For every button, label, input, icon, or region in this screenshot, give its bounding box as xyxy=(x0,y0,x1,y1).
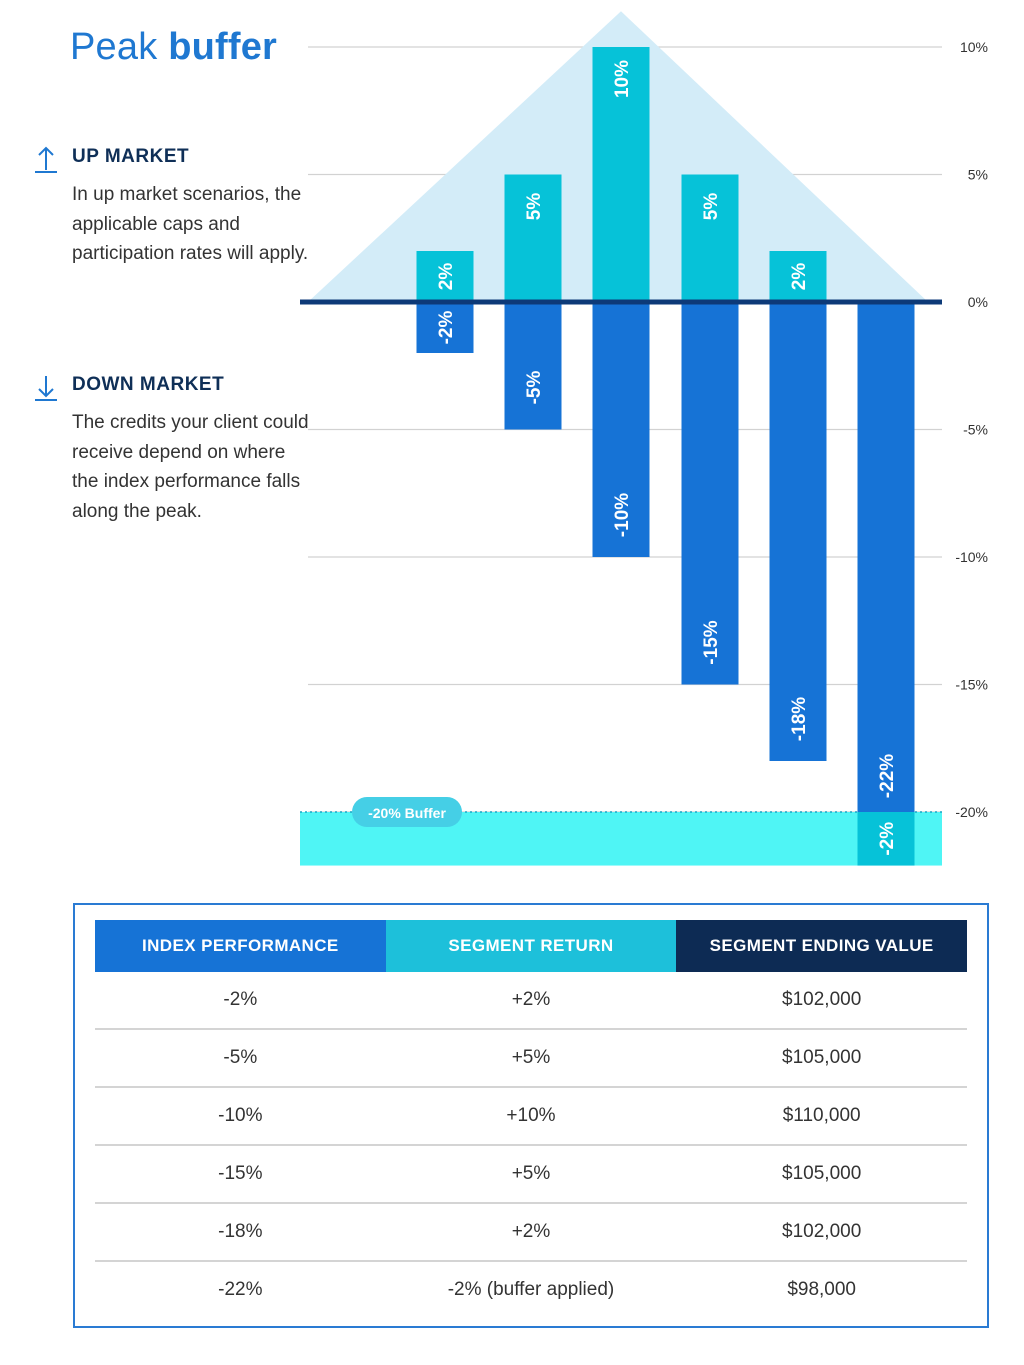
segment-return-label: 5% xyxy=(701,193,722,221)
segment-return-bar xyxy=(857,812,915,866)
segment-return-label: 2% xyxy=(436,263,457,291)
y-tick-label: 5% xyxy=(968,167,988,183)
index-performance-bar xyxy=(504,302,562,430)
index-performance-cell: -10% xyxy=(95,1087,386,1146)
y-tick-label: -10% xyxy=(955,549,988,565)
index-performance-label: -22% xyxy=(877,754,898,798)
segment-return-cell: +5% xyxy=(385,1029,677,1088)
index-performance-label: -18% xyxy=(789,697,810,741)
segment-return-cell: +2% xyxy=(385,972,677,1030)
down-market-text: The credits your client could receive de… xyxy=(72,412,309,522)
y-tick-label: -5% xyxy=(963,422,988,438)
index-performance-label: -2% xyxy=(436,311,457,345)
segment-return-cell: -2% (buffer applied) xyxy=(447,1279,615,1300)
index-performance-label: -10% xyxy=(612,493,633,537)
segment-ending-value-cell: $98,000 xyxy=(787,1279,856,1300)
down-market-heading: DOWN MARKET xyxy=(72,374,225,395)
y-tick-label: 0% xyxy=(968,294,988,310)
up-market-text: In up market scenarios, the applicable c… xyxy=(72,184,309,264)
segment-return-bar xyxy=(592,47,650,302)
index-performance-bar xyxy=(769,302,827,761)
segment-return-label: 10% xyxy=(612,60,633,98)
index-performance-cell: -22% xyxy=(218,1279,263,1300)
segment-return-label: 5% xyxy=(524,193,545,221)
index-performance-label: -15% xyxy=(701,620,722,664)
index-performance-bar xyxy=(416,302,474,353)
segment-return-cell: +2% xyxy=(385,1203,677,1262)
segment-ending-value-cell: $102,000 xyxy=(676,1203,967,1262)
buffer-label: -20% Buffer xyxy=(368,805,446,821)
index-performance-cell: -15% xyxy=(95,1145,386,1204)
segment-return-bar xyxy=(681,174,739,302)
header-segment-ending-value: SEGMENT ENDING VALUE xyxy=(676,920,967,972)
segment-return-bar xyxy=(504,174,562,302)
arrow-down-icon xyxy=(35,376,57,401)
segment-return-cell: +5% xyxy=(385,1145,677,1204)
index-performance-label: -5% xyxy=(524,371,545,405)
table-row: -2% +2% $102,000 xyxy=(95,972,967,1030)
segment-ending-value-cell: $105,000 xyxy=(676,1029,967,1088)
index-performance-bar xyxy=(681,302,739,685)
up-market-heading: UP MARKET xyxy=(72,146,190,167)
buffer-pill xyxy=(352,797,462,827)
index-performance-cell: -5% xyxy=(95,1029,386,1088)
index-performance-cell: -18% xyxy=(95,1203,386,1262)
table-row: -5% +5% $105,000 xyxy=(95,1029,967,1088)
segment-return-label: -2% xyxy=(877,822,898,856)
index-performance-cell: -2% xyxy=(95,972,386,1030)
y-tick-label: 10% xyxy=(960,39,988,55)
header-segment-return: SEGMENT RETURN xyxy=(385,920,677,972)
table-row: -18% +2% $102,000 xyxy=(95,1203,967,1262)
table-row: -10% +10% $110,000 xyxy=(95,1087,967,1146)
y-tick-label: -15% xyxy=(955,677,988,693)
segment-return-bar xyxy=(416,251,474,302)
arrow-up-icon xyxy=(35,146,57,173)
y-tick-label: -20% xyxy=(955,804,988,820)
peak-buffer-chart: 10% 5% 0% -5% -10% -15% -20% -2% -5% -10% -15% -18%… xyxy=(300,11,988,866)
segment-return-bar xyxy=(769,251,827,302)
table-row: -15% +5% $105,000 xyxy=(95,1145,967,1204)
page-title: Peak buffer xyxy=(70,26,278,68)
segment-ending-value-cell: $110,000 xyxy=(676,1087,967,1146)
segment-ending-value-cell: $105,000 xyxy=(676,1145,967,1204)
results-table: INDEX PERFORMANCE SEGMENT RETURN SEGMENT… xyxy=(95,920,967,1318)
segment-ending-value-cell: $102,000 xyxy=(676,972,967,1030)
table-row: -22% -2% (buffer applied) $98,000 xyxy=(95,1261,967,1318)
results-table-frame xyxy=(73,903,989,1328)
index-performance-bar xyxy=(592,302,650,557)
segment-return-cell: +10% xyxy=(385,1087,677,1146)
index-performance-bar xyxy=(857,302,915,863)
segment-return-label: 2% xyxy=(789,263,810,291)
header-index-performance: INDEX PERFORMANCE xyxy=(95,920,386,972)
